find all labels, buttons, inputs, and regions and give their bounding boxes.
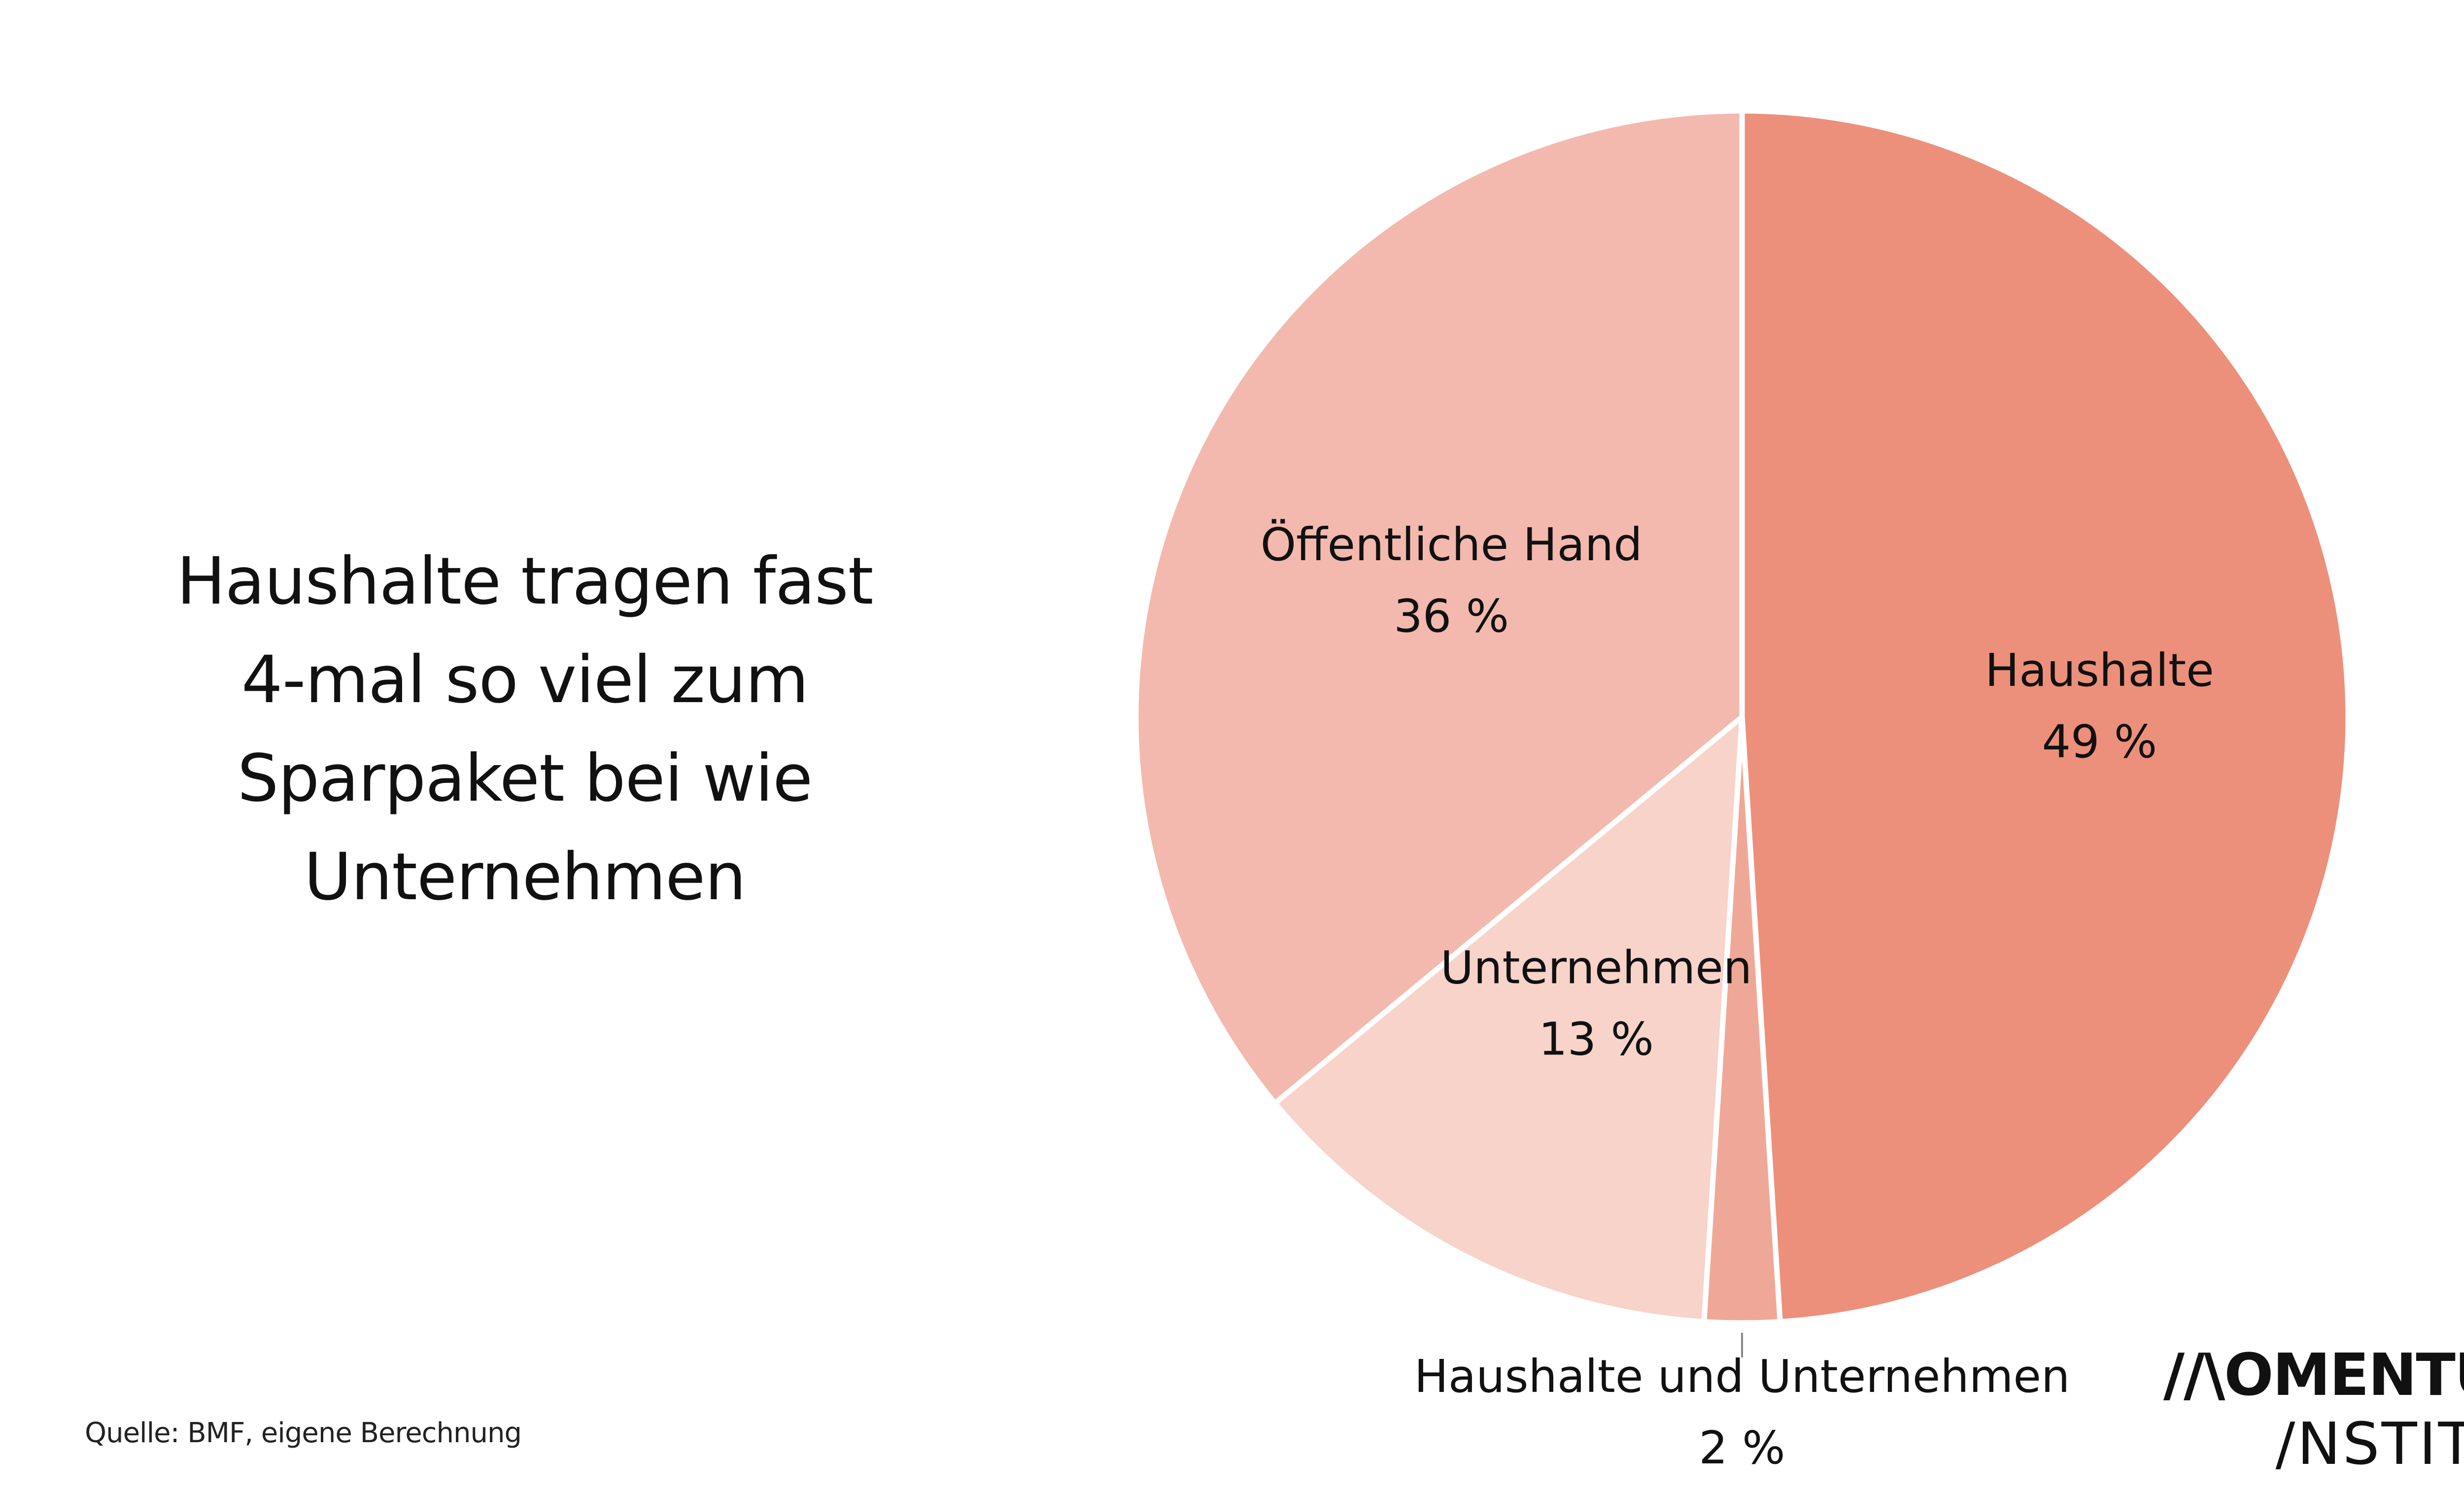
slice-label-haushalte-und-unternehmen: Haushalte und Unternehmen: [1414, 1350, 2070, 1403]
headline-line-3: Sparpaket bei wie: [237, 741, 813, 816]
pie-labels: Haushalte 49 % Haushalte und Unternehmen 2 …: [1261, 518, 2214, 1474]
logo-line-2: /NSTITUT: [2275, 1410, 2464, 1478]
slice-label-haushalte: Haushalte: [1985, 644, 2214, 697]
slice-value-haushalte-und-unternehmen: 2 %: [1699, 1421, 1785, 1474]
slice-label-unternehmen: Unternehmen: [1440, 942, 1752, 994]
slice-value-unternehmen: 13 %: [1539, 1013, 1654, 1066]
slice-value-oeffentliche-hand: 36 %: [1394, 590, 1509, 643]
logo-line-1: //\OMENTUM: [2163, 1341, 2464, 1409]
pie-slices: [1133, 108, 2351, 1326]
source-note: Quelle: BMF, eigene Berechnung: [85, 1417, 522, 1449]
headline-line-2: 4-mal so viel zum: [241, 642, 809, 718]
momentum-institut-logo: //\OMENTUM /NSTITUT: [2163, 1340, 2464, 1478]
chart-headline: Haushalte tragen fast 4-mal so viel zum …: [123, 532, 926, 926]
headline-line-4: Unternehmen: [304, 839, 746, 915]
slice-value-haushalte: 49 %: [2042, 715, 2157, 768]
pie-slice-oeffentliche-hand: [1133, 108, 1745, 1106]
pie-slice-unternehmen: [1272, 714, 1745, 1325]
headline-line-1: Haushalte tragen fast: [176, 543, 873, 619]
pie-slice-haushalte: [1739, 108, 2351, 1325]
slice-label-oeffentliche-hand: Öffentliche Hand: [1261, 518, 1643, 571]
